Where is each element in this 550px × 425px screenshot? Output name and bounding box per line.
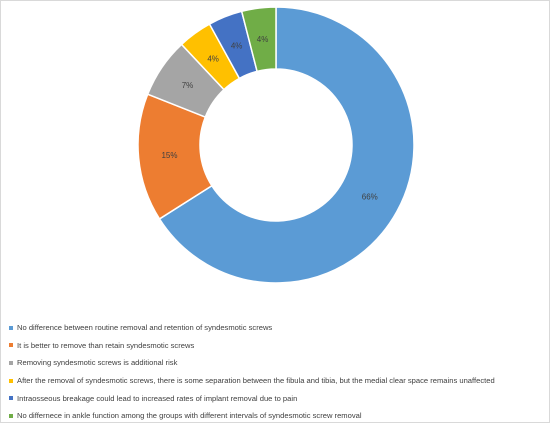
- legend-label: It is better to remove than retain synde…: [17, 340, 195, 350]
- slice-data-label: 15%: [161, 151, 177, 160]
- legend-label: Removing syndesmotic screws is additiona…: [17, 358, 178, 368]
- legend-item: It is better to remove than retain synde…: [9, 337, 545, 355]
- donut-chart: 66% 15% 7% 4% 4% 4%: [137, 6, 415, 284]
- legend-swatch: [9, 325, 13, 330]
- legend-swatch: [9, 396, 13, 401]
- legend-label: No differnece in ankle function among th…: [17, 411, 362, 421]
- legend-label: After the removal of syndesmotic screws,…: [17, 376, 495, 386]
- donut-slice: [240, 6, 277, 73]
- legend-item: No differnece in ankle function among th…: [9, 407, 545, 425]
- slice-data-label: 4%: [257, 35, 269, 44]
- legend-item: No difference between routine removal an…: [9, 319, 545, 337]
- legend-item: After the removal of syndesmotic screws,…: [9, 372, 545, 390]
- donut-slice: [158, 6, 415, 284]
- legend-label: No difference between routine removal an…: [17, 323, 273, 333]
- slice-data-label: 4%: [207, 54, 219, 63]
- legend-swatch: [9, 413, 13, 418]
- slice-data-label: 4%: [231, 42, 243, 51]
- legend-item: Intraosseous breakage could lead to incr…: [9, 389, 545, 407]
- legend-label: Intraosseous breakage could lead to incr…: [17, 393, 298, 403]
- legend-swatch: [9, 360, 13, 365]
- legend-swatch: [9, 343, 13, 348]
- legend-swatch: [9, 378, 13, 383]
- slice-data-label: 7%: [182, 81, 194, 90]
- legend-item: Removing syndesmotic screws is additiona…: [9, 354, 545, 372]
- slice-data-label: 66%: [362, 193, 378, 202]
- legend: No difference between routine removal an…: [9, 319, 545, 425]
